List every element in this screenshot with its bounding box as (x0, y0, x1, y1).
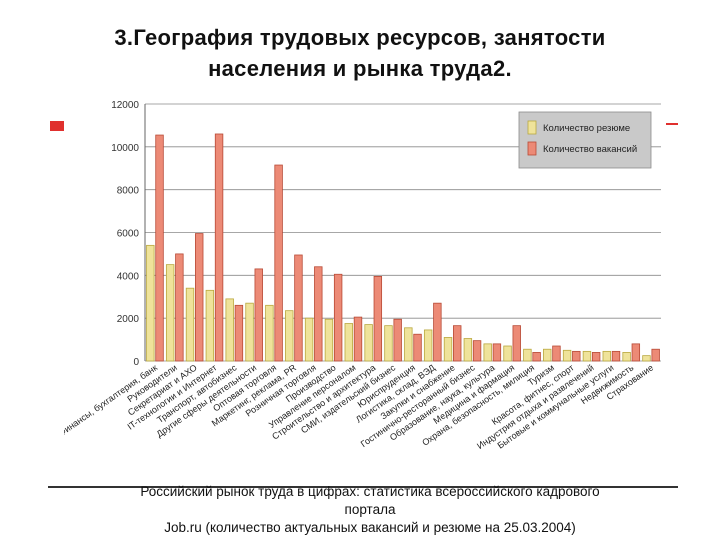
y-tick-label: 6000 (117, 229, 140, 240)
bar-vacancy (552, 345, 561, 362)
accent-line (662, 123, 678, 125)
bar-vacancy (214, 133, 224, 362)
bar-vacancy (472, 340, 482, 362)
bar-vacancy (512, 325, 521, 362)
y-tick-label: 12000 (111, 100, 139, 111)
bar-vacancy (532, 352, 541, 362)
bar-vacancy (234, 304, 244, 362)
caption-line-1: Российский рынок труда в цифрах: статист… (140, 484, 600, 499)
bar-resume (265, 304, 274, 362)
bar-resume (245, 302, 254, 362)
bar-resume-legend-swatch (527, 120, 537, 135)
chart-caption: Российский рынок труда в цифрах: статист… (60, 483, 680, 537)
accent-bar (50, 121, 66, 131)
caption-line-2: портала (344, 502, 396, 517)
bar-resume (384, 325, 393, 362)
bar-resume (364, 324, 373, 362)
bar-vacancy (591, 352, 601, 362)
bar-vacancy (492, 343, 502, 362)
bar-resume (523, 348, 532, 362)
bar-resume (562, 349, 572, 362)
bar-resume (463, 338, 473, 362)
bar-vacancy (274, 164, 283, 362)
bar-resume (324, 318, 334, 362)
bar-vacancy (333, 273, 343, 362)
bar-resume (304, 317, 314, 362)
bar-vacancy (393, 318, 402, 362)
y-tick-label: 2000 (117, 314, 140, 325)
bar-vacancy-legend-swatch (527, 141, 537, 156)
caption-line-3: Job.ru (количество актуальных вакансий и… (164, 520, 576, 535)
bar-resume (404, 327, 413, 362)
bar-vacancy (373, 276, 383, 362)
bar-vacancy (572, 350, 581, 362)
bar-vacancy (353, 316, 363, 362)
bar-vacancy (254, 268, 263, 362)
bar-resume (642, 355, 651, 362)
bar-vacancy (155, 134, 164, 362)
bar-vacancy (195, 233, 204, 362)
bar-vacancy (651, 348, 660, 362)
bar-resume (483, 343, 492, 362)
bar-resume (543, 348, 552, 362)
bar-resume (443, 337, 453, 362)
bar-vacancy (413, 333, 422, 362)
bar-vacancy (294, 254, 303, 362)
bar-resume (205, 289, 215, 362)
bar-vacancy (631, 343, 641, 362)
slide-title: 3.География трудовых ресурсов, занятости… (0, 22, 720, 84)
slide-title-line-2: населения и рынка труда2. (208, 56, 512, 81)
bar-vacancy (453, 325, 462, 362)
legend-label: Количество вакансий (543, 144, 637, 155)
legend-box (518, 111, 652, 169)
legend-label: Количество резюме (543, 123, 630, 134)
bar-resume (622, 352, 631, 362)
bar-resume (344, 323, 353, 362)
bar-resume (602, 350, 611, 362)
bar-resume (423, 329, 433, 362)
bar-resume (185, 287, 195, 362)
bar-resume (285, 310, 294, 362)
bar-resume (582, 350, 592, 362)
bar-resume (503, 345, 512, 362)
bar-vacancy (433, 302, 442, 362)
bar-vacancy (175, 253, 184, 362)
y-tick-label: 4000 (117, 271, 140, 282)
caption-rule (48, 486, 678, 488)
chart-panel: 0 2000 4000 6000 8000 10000 12000 Финансы, бухг… (64, 94, 666, 469)
slide-title-line-1: 3.География трудовых ресурсов, занятости (114, 25, 606, 50)
bar-vacancy (314, 266, 323, 362)
y-tick-label: 10000 (111, 143, 139, 154)
y-tick-label: 0 (133, 357, 139, 368)
bar-resume (165, 264, 175, 362)
bar-resume (225, 298, 234, 362)
bar-resume (146, 244, 155, 362)
bar-vacancy (611, 350, 621, 362)
y-tick-label: 8000 (117, 186, 140, 197)
